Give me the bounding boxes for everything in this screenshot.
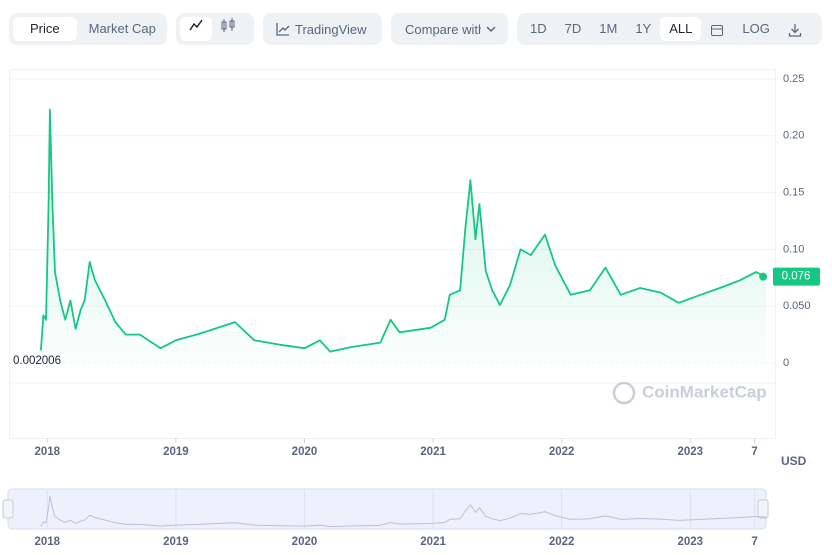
download-button[interactable] bbox=[779, 17, 811, 41]
line-icon bbox=[189, 19, 203, 31]
navigator-tick-label: 2019 bbox=[163, 536, 189, 548]
navigator-tick-label: 2021 bbox=[420, 536, 446, 548]
view-toggle: Price Market Cap bbox=[9, 13, 167, 45]
navigator-line bbox=[40, 495, 767, 528]
market-cap-button[interactable]: Market Cap bbox=[88, 21, 156, 36]
navigator bbox=[7, 488, 767, 530]
x-tick-label: 2020 bbox=[292, 446, 318, 458]
last-point bbox=[759, 272, 768, 281]
chart-style-toggle bbox=[176, 13, 254, 45]
watermark: CoinMarketCap bbox=[642, 382, 767, 401]
y-tick-label: 0.15 bbox=[783, 187, 804, 199]
compare-dropdown[interactable]: Compare with bbox=[391, 13, 508, 45]
y-tick-label: 0.25 bbox=[783, 73, 804, 85]
range-1d[interactable]: 1D bbox=[530, 21, 547, 36]
y-tick-label: 0 bbox=[783, 357, 789, 369]
price-button[interactable]: Price bbox=[13, 17, 77, 41]
navigator-tick-label: 7 bbox=[751, 536, 757, 548]
x-tick-label: 2023 bbox=[677, 446, 703, 458]
download-icon bbox=[788, 23, 801, 37]
navigator-tick-label: 2020 bbox=[292, 536, 318, 548]
chevron bbox=[486, 26, 496, 33]
range-toggle: 1D 7D 1M 1Y ALL LOG bbox=[517, 13, 822, 45]
price-area bbox=[40, 109, 767, 363]
tv-icon bbox=[276, 23, 290, 36]
tradingview-label: TradingView bbox=[295, 21, 367, 37]
min-price-label: 0.002006 bbox=[13, 355, 61, 367]
navigator-handle-left[interactable] bbox=[2, 499, 14, 519]
range-1y[interactable]: 1Y bbox=[635, 21, 652, 36]
navigator-handle-right[interactable] bbox=[757, 499, 769, 519]
range-1m[interactable]: 1M bbox=[599, 21, 618, 36]
y-tick-label: 0.10 bbox=[783, 243, 804, 255]
calendar-icon bbox=[711, 24, 724, 36]
watermark-logo bbox=[612, 381, 636, 405]
candle-button[interactable] bbox=[212, 17, 244, 41]
x-tick-label: 7 bbox=[751, 446, 757, 458]
log-button[interactable]: LOG bbox=[742, 21, 770, 36]
navigator-tick-label: 2018 bbox=[34, 536, 60, 548]
range-7d[interactable]: 7D bbox=[564, 21, 582, 36]
currency-label: USD bbox=[781, 454, 807, 468]
x-tick-label: 2019 bbox=[163, 446, 189, 458]
calendar-button[interactable] bbox=[701, 17, 733, 41]
line-button[interactable] bbox=[180, 17, 212, 41]
current-price-badge bbox=[773, 267, 820, 286]
candle-icon bbox=[221, 18, 235, 32]
x-tick-label: 2021 bbox=[420, 446, 446, 458]
current-price-label: 0.076 bbox=[782, 271, 811, 283]
y-tick-label: 0.050 bbox=[783, 300, 811, 312]
range-all[interactable]: ALL bbox=[660, 17, 702, 41]
tradingview-button[interactable]: TradingView bbox=[263, 13, 382, 45]
navigator-tick-label: 2022 bbox=[549, 536, 575, 548]
plot-frame bbox=[9, 69, 776, 439]
compare-label: Compare with bbox=[405, 21, 481, 37]
x-tick-label: 2018 bbox=[34, 446, 60, 458]
y-tick-label: 0.20 bbox=[783, 130, 804, 142]
navigator-tick-label: 2023 bbox=[677, 536, 703, 548]
x-tick-label: 2022 bbox=[549, 446, 575, 458]
price-line bbox=[40, 108, 767, 353]
